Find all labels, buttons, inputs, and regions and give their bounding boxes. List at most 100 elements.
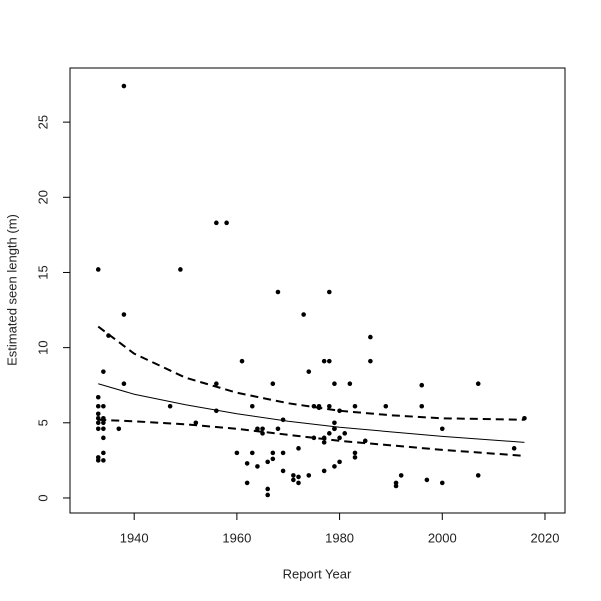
point: [522, 415, 527, 421]
point: [95, 420, 101, 426]
point: [342, 431, 348, 436]
x-axis-label: Report Year: [283, 566, 352, 581]
point: [439, 480, 445, 486]
point: [511, 446, 517, 451]
point: [332, 464, 337, 469]
point: [101, 420, 106, 426]
point: [316, 405, 322, 411]
point: [249, 450, 255, 456]
point: [101, 403, 106, 409]
point: [101, 458, 106, 463]
point: [321, 468, 327, 474]
point: [368, 358, 373, 364]
point: [296, 446, 301, 451]
point: [121, 83, 127, 89]
point: [121, 381, 127, 387]
point: [101, 369, 106, 374]
point: [352, 403, 358, 409]
x-tick-label: 2000: [428, 530, 457, 545]
point: [270, 456, 276, 462]
point: [327, 403, 332, 409]
point: [234, 450, 240, 456]
point: [332, 381, 337, 387]
point: [311, 403, 317, 409]
point: [193, 420, 199, 426]
point: [265, 486, 270, 492]
point: [275, 289, 281, 295]
y-tick-label: 5: [35, 419, 50, 426]
y-tick-label: 10: [35, 340, 50, 354]
point: [327, 358, 332, 364]
y-tick-label: 25: [35, 115, 50, 129]
point: [95, 415, 101, 421]
point: [121, 312, 127, 317]
x-tick-label: 1960: [222, 530, 251, 545]
y-tick-label: 0: [35, 494, 50, 501]
point: [260, 426, 265, 432]
point: [244, 480, 250, 486]
point: [424, 477, 430, 483]
point: [260, 431, 265, 436]
point: [419, 382, 425, 388]
point: [321, 358, 327, 364]
point: [270, 381, 276, 387]
point: [368, 334, 373, 340]
confidence-band: [98, 418, 525, 457]
point: [95, 458, 101, 463]
point: [291, 473, 296, 478]
point: [475, 473, 481, 478]
point: [337, 408, 342, 414]
point: [352, 455, 358, 460]
point: [265, 459, 270, 465]
point: [352, 450, 358, 456]
x-tick-label: 1980: [325, 530, 354, 545]
point: [101, 435, 106, 441]
y-axis-label: Estimated seen length (m): [4, 214, 19, 366]
point: [280, 450, 286, 456]
point: [224, 220, 229, 226]
confidence-band: [97, 325, 525, 421]
point: [332, 420, 337, 426]
point: [106, 333, 111, 338]
point: [95, 267, 101, 272]
point: [116, 426, 122, 432]
point: [249, 403, 255, 409]
point: [439, 426, 445, 432]
y-tick-label: 20: [35, 190, 50, 204]
point: [95, 403, 101, 409]
x-tick-label: 2020: [531, 530, 560, 545]
point: [296, 474, 301, 480]
point: [291, 477, 296, 483]
point: [398, 473, 404, 478]
point: [178, 267, 183, 272]
point: [275, 426, 281, 432]
point: [95, 411, 101, 417]
point: [101, 450, 106, 456]
point: [95, 426, 101, 432]
point: [255, 464, 260, 469]
point: [327, 289, 332, 295]
point: [475, 381, 481, 387]
point: [214, 408, 219, 414]
point: [347, 381, 353, 387]
point: [95, 394, 101, 400]
point: [270, 450, 276, 456]
point: [101, 415, 106, 421]
point: [337, 435, 342, 441]
point: [337, 459, 342, 465]
point: [214, 220, 219, 226]
point: [296, 480, 301, 486]
point: [393, 483, 399, 489]
point: [301, 312, 306, 317]
point: [167, 403, 173, 409]
point: [244, 461, 250, 466]
plot-box: [69, 67, 566, 514]
point: [239, 358, 245, 364]
y-tick-label: 15: [35, 265, 50, 279]
point: [332, 426, 337, 432]
point: [383, 403, 389, 409]
point: [265, 492, 270, 498]
point: [280, 417, 286, 423]
x-tick-label: 1940: [120, 530, 149, 545]
